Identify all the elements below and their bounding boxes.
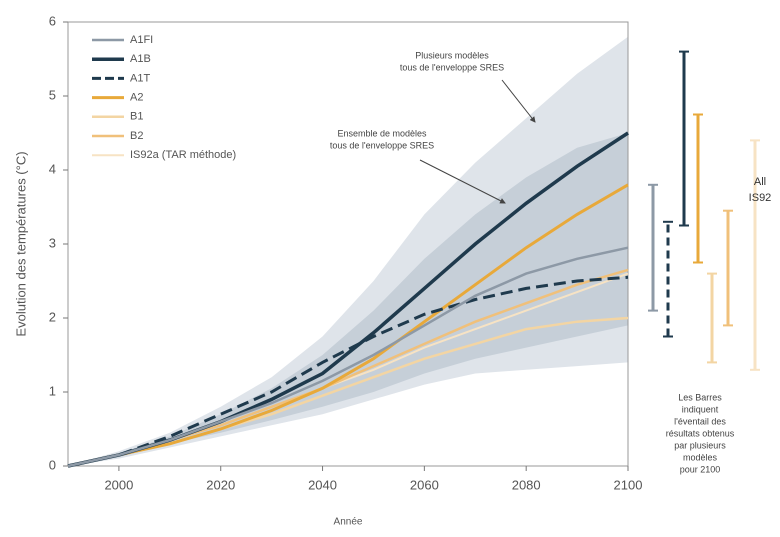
arrow [501, 79, 536, 123]
series-line [67, 183, 629, 468]
annotation: tous de l'enveloppe SRES [330, 140, 434, 150]
annotation: l'éventail des [674, 416, 726, 426]
annotation: par plusieurs [674, 440, 726, 450]
legend-label: A1FI [130, 34, 153, 46]
annotation: résultats obtenus [666, 428, 735, 438]
y-tick-label: 1 [49, 383, 56, 398]
y-tick-label: 3 [49, 235, 56, 250]
legend-label: A1T [130, 72, 150, 84]
x-axis-label: Année [334, 517, 363, 528]
x-tick-label: 2040 [308, 477, 337, 492]
y-axis-label: Evolution des températures (°C) [13, 151, 28, 336]
series-line [67, 275, 629, 468]
envelope-band [68, 36, 628, 467]
annotation: pour 2100 [680, 464, 721, 474]
envelope-band [68, 133, 628, 466]
legend-label: B2 [130, 130, 143, 142]
annotation: Les Barres [678, 392, 722, 402]
annotation: Plusieurs modèles [415, 50, 489, 60]
bar-label: IS92 [749, 192, 772, 204]
y-tick-label: 4 [49, 161, 56, 176]
annotation: tous de l'enveloppe SRES [400, 62, 504, 72]
bar-label: All [754, 176, 766, 188]
y-tick-label: 0 [49, 457, 56, 472]
annotation: Ensemble de modèles [337, 128, 427, 138]
series-line [67, 246, 629, 468]
legend-label: IS92a (TAR méthode) [130, 149, 236, 161]
annotation: modèles [683, 452, 718, 462]
y-tick-label: 5 [49, 87, 56, 102]
legend-label: A2 [130, 92, 143, 104]
annotation: indiquent [682, 404, 719, 414]
x-tick-label: 2080 [512, 477, 541, 492]
legend-label: A1B [130, 53, 151, 65]
y-tick-label: 6 [49, 13, 56, 28]
legend-label: B1 [130, 111, 143, 123]
x-tick-label: 2000 [104, 477, 133, 492]
y-tick-label: 2 [49, 309, 56, 324]
arrow [419, 159, 506, 204]
x-tick-label: 2060 [410, 477, 439, 492]
x-tick-label: 2020 [206, 477, 235, 492]
plot-area [67, 21, 629, 468]
x-tick-label: 2100 [614, 477, 643, 492]
